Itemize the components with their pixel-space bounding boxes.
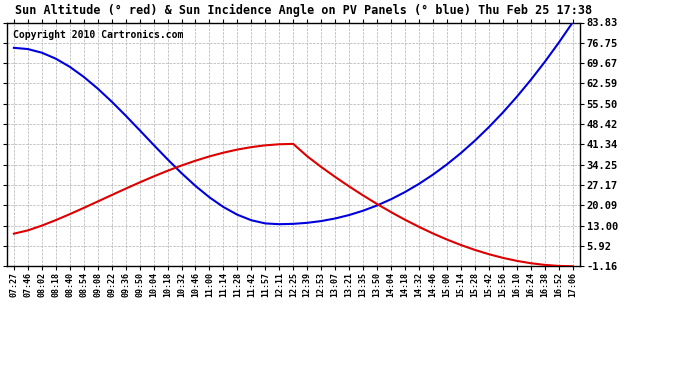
Text: Sun Altitude (° red) & Sun Incidence Angle on PV Panels (° blue) Thu Feb 25 17:3: Sun Altitude (° red) & Sun Incidence Ang…: [15, 4, 592, 17]
Text: Copyright 2010 Cartronics.com: Copyright 2010 Cartronics.com: [12, 30, 183, 40]
